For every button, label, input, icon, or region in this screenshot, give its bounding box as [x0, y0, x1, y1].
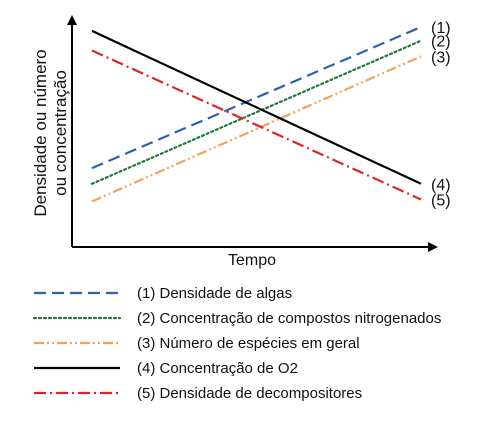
series-end-label-s4: (4): [431, 177, 451, 194]
series-end-label-s2: (2): [431, 34, 451, 51]
series-line-s3: [91, 55, 422, 203]
legend-label-s3: (3) Número de espécies em geral: [137, 335, 360, 352]
end-labels-group: (1)(2)(3) (4)(5): [431, 20, 451, 209]
series-end-label-s3: (3): [431, 49, 451, 66]
series-group: [90, 25, 423, 203]
series-line-s5: [91, 49, 422, 201]
legend: (1) Densidade de algas (2) Concentração d…: [32, 285, 441, 402]
series-line-s2: [90, 39, 423, 185]
legend-label-s4: (4) Concentração de O2: [137, 360, 298, 377]
y-axis-label-line-1: Densidade ou número: [31, 49, 50, 216]
series-end-label-s1: (1): [431, 20, 451, 37]
legend-label-s5: (5) Densidade de decompositores: [137, 385, 362, 402]
legend-label-s2: (2) Concentração de compostos nitrogenad…: [137, 310, 441, 327]
axes: [67, 15, 438, 252]
y-axis-label-line-2: ou concentração: [51, 70, 70, 196]
series-end-label-s5: (5): [431, 192, 451, 209]
series-line-s1: [91, 25, 422, 170]
x-axis-label: Tempo: [228, 252, 276, 269]
legend-label-s1: (1) Densidade de algas: [137, 285, 292, 302]
series-line-s4: [91, 29, 422, 185]
